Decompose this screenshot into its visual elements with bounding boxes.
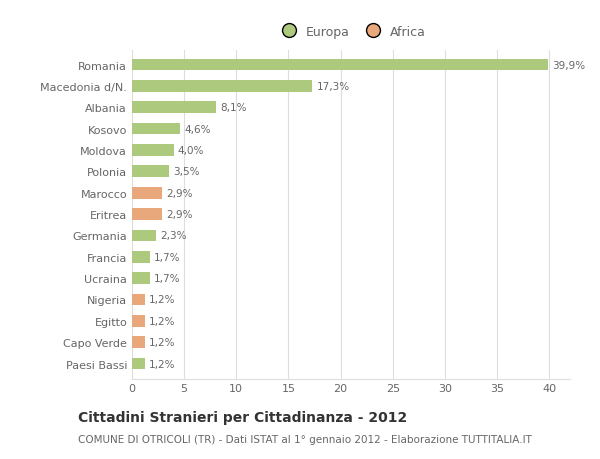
Text: 8,1%: 8,1% (221, 103, 247, 113)
Text: 1,2%: 1,2% (149, 295, 175, 305)
Text: 1,7%: 1,7% (154, 252, 181, 262)
Legend: Europa, Africa: Europa, Africa (271, 21, 431, 44)
Text: 4,0%: 4,0% (178, 146, 204, 156)
Text: 17,3%: 17,3% (317, 82, 350, 92)
Bar (132, 81, 313, 93)
Text: 3,5%: 3,5% (173, 167, 199, 177)
Text: 2,9%: 2,9% (166, 210, 193, 219)
Text: Cittadini Stranieri per Cittadinanza - 2012: Cittadini Stranieri per Cittadinanza - 2… (78, 411, 407, 425)
Bar (132, 145, 174, 157)
Bar (132, 166, 169, 178)
Bar (132, 273, 150, 285)
Bar (132, 209, 162, 220)
Text: 4,6%: 4,6% (184, 124, 211, 134)
Text: 39,9%: 39,9% (552, 61, 586, 70)
Bar (132, 252, 150, 263)
Bar (132, 123, 180, 135)
Text: 1,2%: 1,2% (149, 337, 175, 347)
Bar (132, 336, 145, 348)
Bar (132, 294, 145, 306)
Text: 1,2%: 1,2% (149, 359, 175, 369)
Bar (132, 230, 156, 242)
Text: 1,7%: 1,7% (154, 274, 181, 284)
Bar (132, 187, 162, 199)
Bar (132, 358, 145, 369)
Text: 1,2%: 1,2% (149, 316, 175, 326)
Bar (132, 102, 217, 114)
Bar (132, 315, 145, 327)
Text: COMUNE DI OTRICOLI (TR) - Dati ISTAT al 1° gennaio 2012 - Elaborazione TUTTITALI: COMUNE DI OTRICOLI (TR) - Dati ISTAT al … (78, 434, 532, 444)
Text: 2,9%: 2,9% (166, 188, 193, 198)
Bar (132, 60, 548, 71)
Text: 2,3%: 2,3% (160, 231, 187, 241)
